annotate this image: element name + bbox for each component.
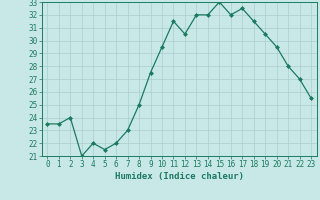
X-axis label: Humidex (Indice chaleur): Humidex (Indice chaleur) [115,172,244,181]
